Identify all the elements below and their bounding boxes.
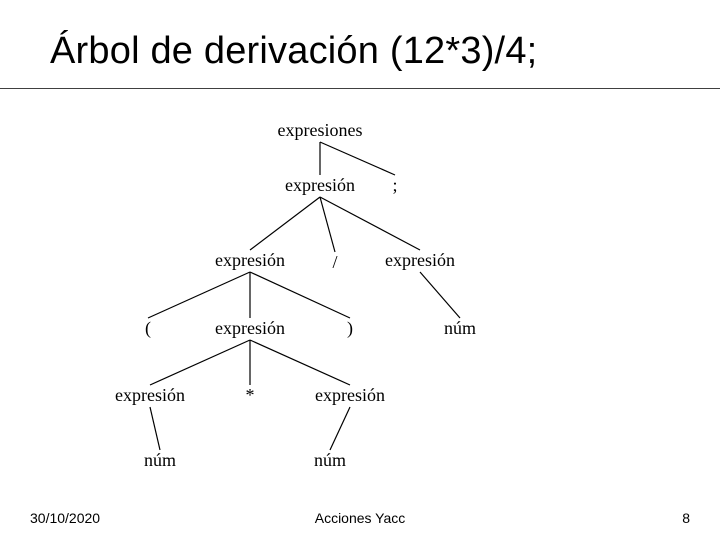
tree-node: expresiones xyxy=(278,120,363,141)
tree-node: expresión xyxy=(285,175,355,196)
tree-edge xyxy=(320,197,420,250)
title-underline xyxy=(0,88,720,89)
tree-node: expresión xyxy=(385,250,455,271)
footer-date: 30/10/2020 xyxy=(30,510,100,526)
tree-edge xyxy=(150,407,160,450)
tree-node: expresión xyxy=(215,250,285,271)
slide: Árbol de derivación (12*3)/4; expresione… xyxy=(0,0,720,540)
footer-center: Acciones Yacc xyxy=(315,510,406,526)
tree-edge xyxy=(250,197,320,250)
slide-title: Árbol de derivación (12*3)/4; xyxy=(50,30,537,73)
footer-page: 8 xyxy=(682,510,690,526)
tree-node: núm xyxy=(444,318,476,339)
tree-edge xyxy=(330,407,350,450)
tree-node: expresión xyxy=(215,318,285,339)
tree-node: * xyxy=(246,385,255,406)
tree-node: / xyxy=(332,252,337,273)
tree-node: ( xyxy=(145,318,151,339)
tree-edge xyxy=(250,272,350,318)
tree-edge xyxy=(420,272,460,318)
tree-edges xyxy=(0,0,720,540)
tree-node: ; xyxy=(392,175,397,196)
tree-node: ) xyxy=(347,318,353,339)
tree-node: núm xyxy=(144,450,176,471)
tree-edge xyxy=(320,197,335,252)
tree-node: expresión xyxy=(115,385,185,406)
tree-node: expresión xyxy=(315,385,385,406)
tree-edge xyxy=(320,142,395,175)
tree-edge xyxy=(148,272,250,318)
tree-edge xyxy=(250,340,350,385)
tree-edge xyxy=(150,340,250,385)
tree-node: núm xyxy=(314,450,346,471)
